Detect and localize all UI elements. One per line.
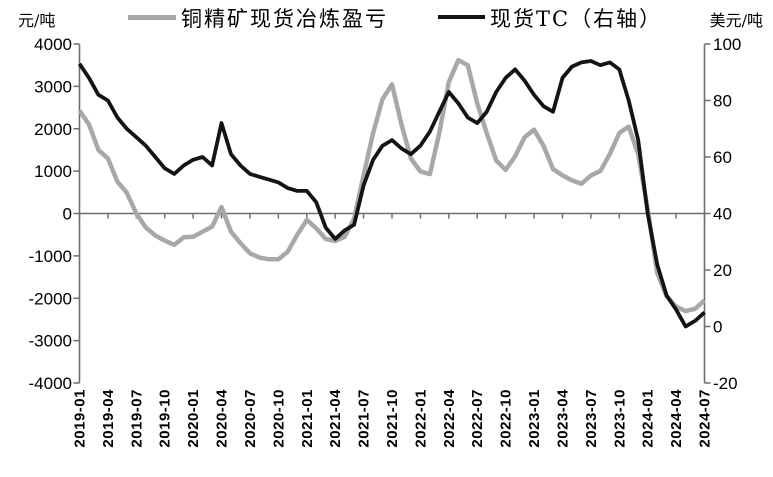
- x-axis-tick-label: 2021-07: [356, 389, 373, 448]
- legend: 铜精矿现货冶炼盈亏 现货TC（右轴）: [0, 0, 773, 34]
- left-axis-tick-label: 3000: [34, 77, 72, 96]
- x-axis-tick-label: 2019-07: [128, 389, 145, 448]
- left-axis-tick-label: -2000: [29, 289, 72, 308]
- x-axis-tick-label: 2020-01: [185, 389, 202, 448]
- right-axis-tick-label: 100: [713, 35, 741, 54]
- x-axis-tick-label: 2022-10: [498, 389, 515, 448]
- x-axis-tick-label: 2024-07: [697, 389, 714, 448]
- left-axis-tick-label: 0: [63, 205, 72, 224]
- left-axis-unit-label: 元/吨: [18, 11, 56, 30]
- left-axis-tick-label: -3000: [29, 332, 72, 351]
- x-axis-tick-label: 2023-04: [554, 389, 571, 448]
- right-axis-tick-label: -20: [713, 374, 738, 393]
- left-axis-tick-label: -4000: [29, 374, 72, 393]
- x-axis-tick-label: 2024-04: [668, 389, 685, 448]
- legend-swatch-spot-tc: [438, 15, 485, 19]
- x-axis-tick-label: 2021-01: [299, 389, 316, 448]
- legend-label-spot-tc: 现货TC（右轴）: [490, 7, 663, 31]
- right-axis-tick-label: 20: [713, 261, 732, 280]
- x-axis-tick-label: 2022-07: [469, 389, 486, 448]
- x-axis-tick-label: 2022-01: [412, 389, 429, 448]
- x-axis-tick-label: 2019-04: [100, 389, 117, 448]
- x-axis-tick-label: 2020-04: [214, 389, 231, 448]
- x-axis-tick-label: 2023-01: [526, 389, 543, 448]
- x-axis-tick-label: 2019-01: [72, 389, 89, 448]
- left-axis-tick-label: 1000: [34, 162, 72, 181]
- x-axis-tick-label: 2022-04: [441, 389, 458, 448]
- x-axis-tick-label: 2020-07: [242, 389, 259, 448]
- right-axis-tick-label: 0: [713, 318, 722, 337]
- x-axis-tick-label: 2021-10: [384, 389, 401, 448]
- x-axis-tick-label: 2023-10: [611, 389, 628, 448]
- right-axis-unit-label: 美元/吨: [709, 11, 763, 30]
- x-axis-tick-label: 2020-10: [270, 389, 287, 448]
- right-axis-tick-label: 60: [713, 148, 732, 167]
- x-axis-tick-label: 2024-01: [640, 389, 657, 448]
- x-axis-tick-label: 2021-04: [327, 389, 344, 448]
- legend-label-smelting-pl: 铜精矿现货冶炼盈亏: [181, 7, 388, 31]
- left-axis-tick-label: -1000: [29, 247, 72, 266]
- series-line-smelting-pl: [77, 57, 706, 314]
- left-axis-tick-label: 4000: [34, 35, 72, 54]
- x-axis-tick-label: 2019-10: [157, 389, 174, 448]
- right-axis-tick-label: 80: [713, 92, 732, 111]
- right-axis-tick-label: 40: [713, 205, 732, 224]
- x-axis-tick-label: 2023-07: [583, 389, 600, 448]
- legend-swatch-smelting-pl: [128, 15, 176, 20]
- series-line-spot-tc: [77, 59, 706, 329]
- left-axis-tick-label: 2000: [34, 120, 72, 139]
